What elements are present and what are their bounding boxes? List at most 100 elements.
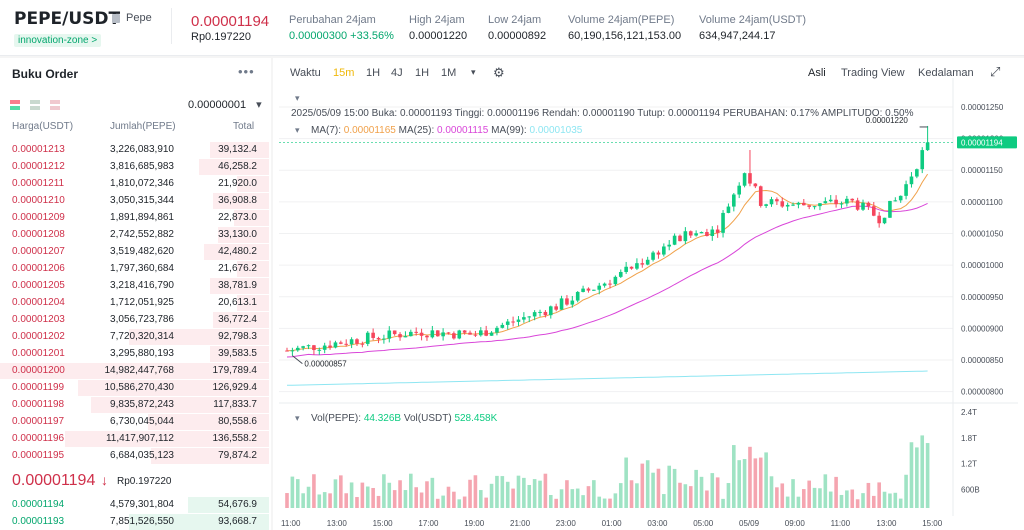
order-row[interactable]: 0.00001204 1,712,051,925 20,613.1 [0,294,271,311]
order-price: 0.00001200 [12,365,65,376]
order-row[interactable]: 0.00001205 3,218,416,790 38,781.9 [0,277,271,294]
order-total: 54,676.9 [218,499,257,510]
volume-bar [554,498,558,508]
order-row[interactable]: 0.00001207 3,519,482,620 42,480.2 [0,243,271,260]
precision-select[interactable]: 0.00000001 [188,98,262,111]
order-total: 21,676.2 [218,263,257,274]
ma25-value: 0.00001115 [437,125,489,136]
volume-bar [339,475,343,508]
collapse-ma-icon[interactable]: ▾ [295,125,300,135]
order-row[interactable]: 0.00001211 1,810,072,346 21,920.0 [0,175,271,192]
collapse-vol-icon[interactable]: ▾ [295,413,300,423]
gear-icon[interactable]: ⚙ [493,65,505,80]
volume-bar [893,492,898,508]
low-marker-line [292,355,303,365]
view-asli[interactable]: Asli [808,67,826,79]
order-row[interactable]: 0.00001203 3,056,723,786 36,772.4 [0,311,271,328]
more-options-icon[interactable]: ••• [238,64,255,79]
candle-body [656,252,661,255]
candlestick-chart[interactable]: 0.000012500.000012000.000011500.00001100… [273,58,1024,530]
order-amount: 1,891,894,861 [110,212,174,223]
bids-list: 0.00001194 4,579,301,804 54,676.9 0.0000119… [0,496,271,530]
tab-1m[interactable]: 1M [441,67,457,79]
ma25-label: MA(25): [398,125,435,136]
candle-body [635,263,639,269]
candle-body [559,298,564,310]
order-row[interactable]: 0.00001202 7,720,320,314 92,798.3 [0,328,271,345]
depth-bar [129,514,269,530]
order-amount: 6,684,035,123 [110,450,174,461]
both-view-icon[interactable] [10,100,20,110]
order-row[interactable]: 0.00001213 3,226,083,910 39,132.4 [0,141,271,158]
volume-bar [742,459,747,508]
order-row[interactable]: 0.00001212 3,816,685,983 46,258.2 [0,158,271,175]
order-row[interactable]: 0.00001196 11,417,907,112 136,558.2 [0,430,271,447]
time-tick-label: 05:00 [693,519,714,528]
order-row[interactable]: 0.00001209 1,891,894,861 22,873.0 [0,209,271,226]
candle-body [608,283,612,285]
order-row[interactable]: 0.00001194 4,579,301,804 54,676.9 [0,496,271,513]
asks-view-icon[interactable] [50,100,60,110]
bids-view-icon[interactable] [30,100,40,110]
candle-body [834,199,838,205]
volume-bar [898,498,903,508]
candle-body [344,343,349,345]
tab-1h[interactable]: 1H [366,67,381,79]
order-row[interactable]: 0.00001201 3,295,880,193 39,583.5 [0,345,271,362]
order-row[interactable]: 0.00001200 14,982,447,768 179,789.4 [0,362,271,379]
coin-name[interactable]: Pepe [126,12,152,24]
volume-bar [828,491,833,508]
volume-bar [597,496,602,508]
expand-icon[interactable]: ⤢ [990,64,1001,79]
ma99-value: 0.00001035 [529,125,583,136]
volume-bar [516,475,521,508]
order-row[interactable]: 0.00001206 1,797,360,684 21,676.2 [0,260,271,277]
chevron-down-icon[interactable]: ▾ [471,67,476,77]
order-row[interactable]: 0.00001195 6,684,035,123 79,874.2 [0,447,271,464]
order-row[interactable]: 0.00001198 9,835,872,243 117,833.7 [0,396,271,413]
order-row[interactable]: 0.00001199 10,586,270,430 126,929.4 [0,379,271,396]
candle-body [360,343,365,345]
candle-body [866,202,871,207]
tab-time[interactable]: Waktu [290,67,321,79]
candle-body [538,311,542,313]
order-row[interactable]: 0.00001193 7,851,526,550 93,668.7 [0,513,271,530]
candle-body [527,316,532,318]
tab-15m[interactable]: 15m [333,67,355,79]
volume-bar [802,489,806,508]
volume-bar [446,486,451,508]
price-tick-label: 0.00001250 [961,103,1004,112]
ma99-line [286,370,928,386]
volume-bar [812,487,817,508]
order-price: 0.00001204 [12,297,65,308]
order-row[interactable]: 0.00001208 2,742,552,882 33,130.0 [0,226,271,243]
order-row[interactable]: 0.00001197 6,730,045,044 80,558.6 [0,413,271,430]
volume-bar [500,476,505,508]
volume-bar [387,482,392,508]
candle-body [651,252,655,260]
volume-bar [295,479,300,508]
candle-body [624,266,628,272]
stat-value: 0.00000300 +33.56% [289,30,394,42]
order-row[interactable]: 0.00001210 3,050,315,344 36,908.8 [0,192,271,209]
candle-body [678,235,682,242]
view-tradingview[interactable]: Trading View [841,67,905,79]
candle-body [479,330,483,336]
volume-bar [522,477,526,508]
collapse-icon[interactable]: ▾ [295,93,300,103]
candle-body [468,332,472,335]
candle-body [554,306,558,310]
order-book-panel: Buku Order ••• 0.00000001 Harga(USDT) Ju… [0,58,271,530]
candle-body [532,312,537,317]
order-amount: 3,295,880,193 [110,348,174,359]
depth-bar [199,159,269,175]
coin-info-icon[interactable] [112,14,120,23]
candle-body [457,330,462,339]
tab-4j[interactable]: 4J [391,67,403,79]
view-depth[interactable]: Kedalaman [918,67,974,79]
tab-1h-alt[interactable]: 1H [415,67,430,79]
stat-label: Perubahan 24jam [289,14,376,26]
candle-body [920,150,925,170]
pair-title[interactable]: PEPE/USDT [14,9,121,29]
zone-badge[interactable]: innovation-zone > [14,34,102,47]
